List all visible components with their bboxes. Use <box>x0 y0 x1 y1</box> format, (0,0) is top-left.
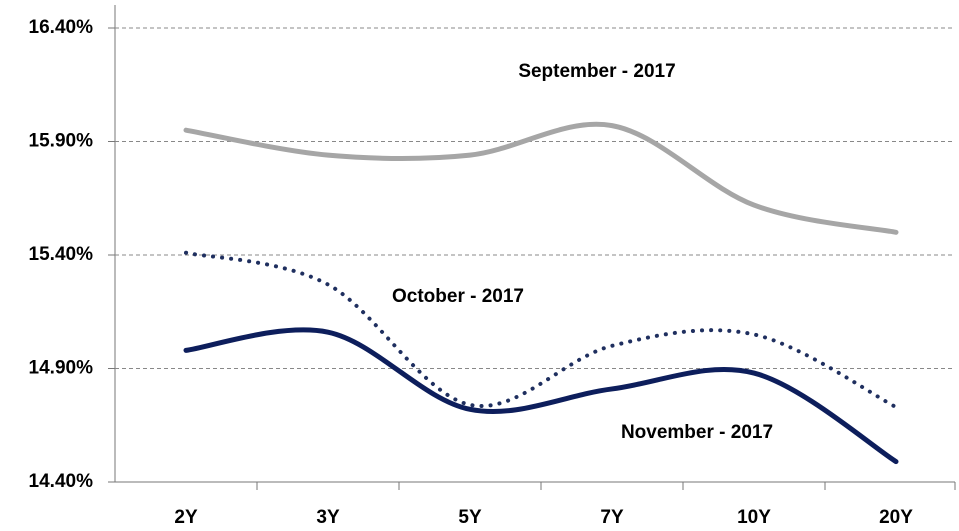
y-tick-label: 14.40% <box>29 471 94 492</box>
series-line <box>184 250 898 410</box>
x-tick-label: 7Y <box>600 507 624 528</box>
x-tick-label: 3Y <box>316 507 340 528</box>
x-tick-label: 5Y <box>458 507 482 528</box>
series-line <box>183 121 899 235</box>
series-label: November - 2017 <box>621 422 773 443</box>
y-tick-label: 16.40% <box>29 17 94 38</box>
series-label: October - 2017 <box>392 286 524 307</box>
series-label: September - 2017 <box>518 61 675 82</box>
x-tick-label: 2Y <box>174 507 198 528</box>
x-tick-label: 20Y <box>879 507 913 528</box>
y-tick-label: 15.90% <box>29 131 94 152</box>
y-tick-label: 15.40% <box>29 244 94 265</box>
y-tick-label: 14.90% <box>29 358 94 379</box>
series-line <box>183 327 899 465</box>
x-tick-label: 10Y <box>737 507 771 528</box>
